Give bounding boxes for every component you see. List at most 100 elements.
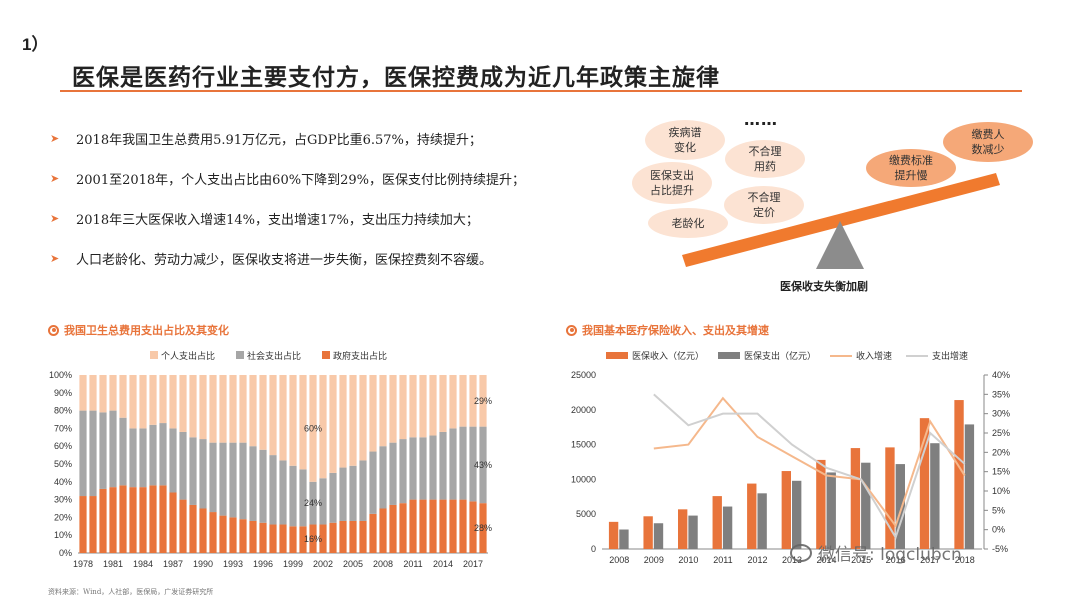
bar-segment (469, 375, 477, 427)
y-tick-label: 70% (54, 423, 72, 433)
y-tick-label: 10000 (571, 474, 596, 484)
bar-segment (279, 375, 287, 461)
y-tick-label: 60% (54, 441, 72, 451)
target-icon (48, 324, 59, 336)
y2-tick-label: 40% (992, 370, 1010, 380)
bar-segment (409, 437, 417, 500)
y-tick-label: 10% (54, 530, 72, 540)
chart1-title-text: 我国卫生总费用支出占比及其变化 (64, 324, 229, 337)
y-tick-label: 90% (54, 388, 72, 398)
arrow-bullet-icon: ➤ (50, 131, 60, 145)
bar-segment (99, 488, 107, 553)
bar-segment (329, 522, 337, 553)
y-tick-label: 5000 (576, 509, 596, 519)
arrow-bullet-icon: ➤ (50, 251, 60, 265)
y-tick-label: 100% (49, 370, 72, 380)
bar-segment (309, 524, 317, 553)
legend-swatch (322, 351, 330, 359)
bar-segment (389, 504, 397, 553)
bar (895, 464, 905, 549)
chart1-stacked-bar: 0% 10% 20% 30% 40% 50% 60% 70% 80% 90% 100% 个人支出占比 社… (49, 350, 492, 569)
bar (792, 480, 802, 549)
bar-segment (299, 375, 307, 470)
y-tick-label: 15000 (571, 440, 596, 450)
bar (678, 509, 688, 549)
bar-segment (79, 410, 87, 497)
bar-segment (319, 375, 327, 479)
x-tick-label: 2013 (782, 555, 802, 565)
wechat-icon (790, 543, 812, 562)
chart1-title: 我国卫生总费用支出占比及其变化 (48, 322, 229, 338)
bubble-irrational-pricing: 不合理 定价 (724, 186, 804, 224)
bar-segment (419, 375, 427, 438)
balance-caption: 医保收支失衡加剧 (780, 280, 868, 293)
y2-tick-label: 25% (992, 428, 1010, 438)
bar-segment (119, 375, 127, 418)
bar-segment (409, 375, 417, 438)
y-tick-label: 80% (54, 406, 72, 416)
source-note: 资料来源：Wind，人社部，医保局，广发证券研究所 (48, 588, 214, 596)
bar (954, 400, 964, 549)
x-tick-label: 2008 (373, 559, 393, 569)
legend-swatch (150, 351, 158, 359)
bar (619, 529, 629, 549)
bar-segment (359, 375, 367, 461)
bar-segment (189, 504, 197, 553)
bar-segment (459, 426, 467, 500)
bar (919, 418, 930, 549)
target-icon (566, 324, 577, 336)
bullet-list: ➤ 2018年我国卫生总费用5.91万亿元，占GDP比重6.57%，持续提升； ➤… (50, 128, 630, 288)
bar-segment (129, 375, 137, 429)
bar-segment (319, 478, 327, 525)
y2-tick-label: 30% (992, 409, 1010, 419)
x-tick-label: 1990 (193, 559, 213, 569)
x-tick-label: 2016 (886, 555, 906, 565)
bar-segment (129, 487, 137, 553)
bar-segment (449, 375, 457, 429)
bar-segment (309, 375, 317, 482)
bar-segment (349, 520, 357, 553)
bar-segment (129, 428, 137, 488)
bar-segment (89, 410, 97, 497)
bar-segment (189, 375, 197, 438)
bar-segment (349, 375, 357, 466)
data-label: 43% (474, 460, 492, 470)
bar-segment (219, 515, 227, 553)
bar (688, 515, 698, 549)
legend-label: 支出增速 (932, 350, 968, 361)
y-tick-label: 40% (54, 477, 72, 487)
bar-segment (139, 487, 147, 553)
x-tick-label: 1987 (163, 559, 183, 569)
bar-segment (409, 499, 417, 553)
bar-segment (449, 499, 457, 553)
x-tick-label: 1993 (223, 559, 243, 569)
bar (850, 448, 861, 549)
bar-segment (229, 442, 237, 518)
bar-segment (339, 375, 347, 468)
bar-segment (299, 469, 307, 527)
bar-segment (249, 446, 257, 521)
y-tick-label: 0 (591, 544, 596, 554)
bubble-irrational-drug-use: 不合理 用药 (725, 140, 805, 178)
page-title: 医保是医药行业主要支付方，医保控费成为近几年政策主旋律 (72, 64, 720, 91)
bar-segment (439, 375, 447, 432)
balance-beam (682, 173, 1000, 267)
bar-segment (219, 375, 227, 443)
chart2-combo: 0 5000 10000 15000 20000 25000 -5% 0% 5% 10% 15% 20… (571, 350, 1010, 565)
bar (712, 496, 722, 549)
bar-segment (179, 375, 187, 432)
bar-segment (79, 496, 87, 553)
ellipsis-text: …… (744, 110, 778, 129)
bar-segment (209, 512, 217, 553)
x-tick-label: 2010 (678, 555, 698, 565)
bar-segment (319, 524, 327, 553)
legend-swatch (718, 352, 740, 359)
bar-segment (239, 519, 247, 553)
x-tick-label: 2014 (433, 559, 453, 569)
bar-segment (369, 375, 377, 452)
bar-segment (289, 526, 297, 553)
bar-segment (259, 375, 267, 450)
x-tick-label: 1978 (73, 559, 93, 569)
bar (781, 471, 791, 549)
bar (964, 424, 975, 549)
